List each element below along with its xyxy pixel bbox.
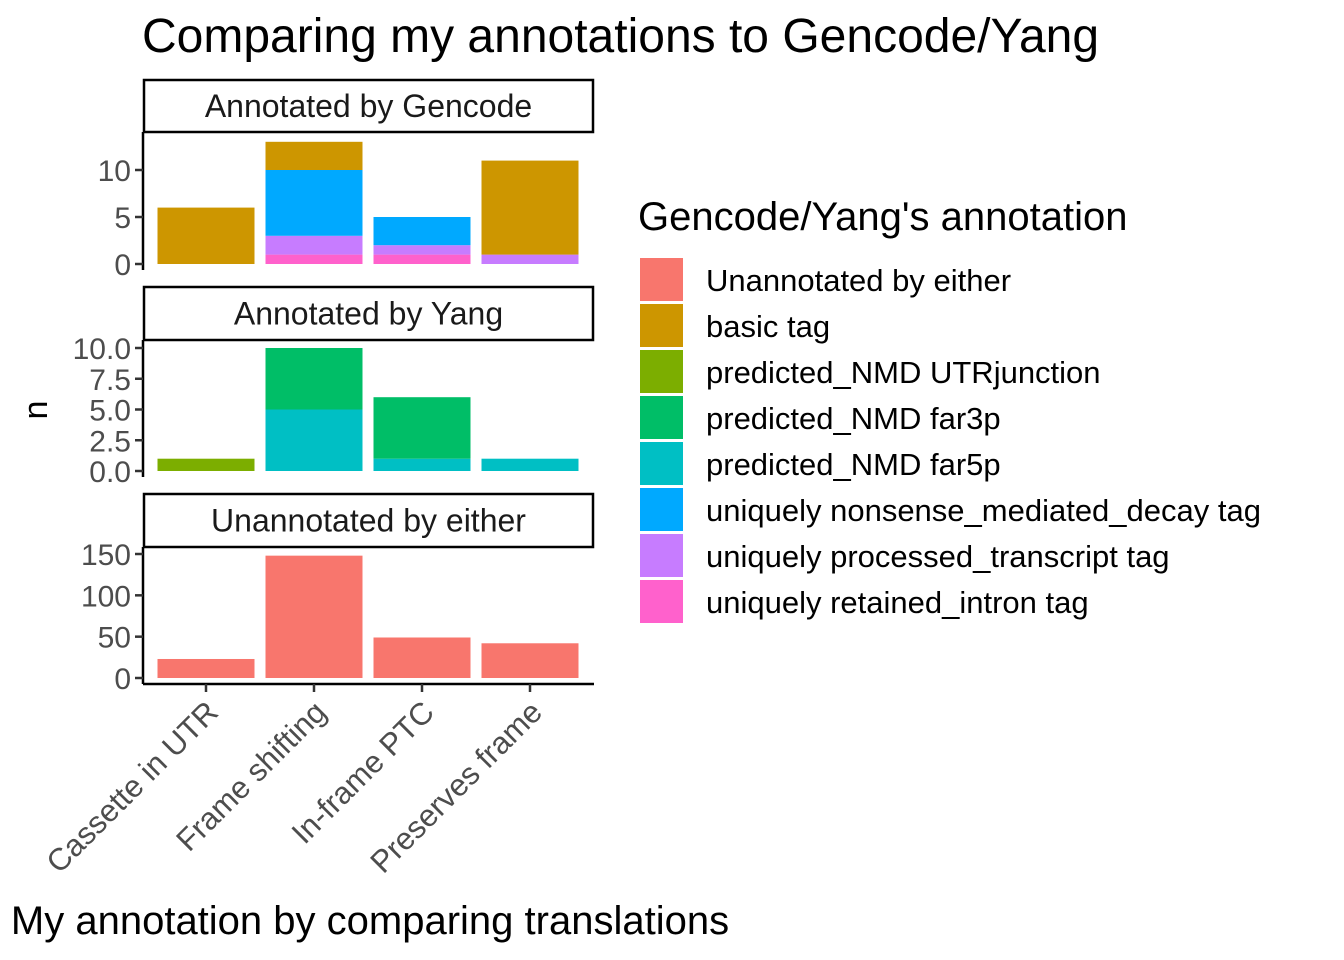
legend-label-predicted-nmd-utrjunction: predicted_NMD UTRjunction: [706, 355, 1101, 390]
legend: Gencode/Yang's annotation Unannotated by…: [638, 195, 1261, 623]
legend-swatch-unannotated-by-either: [640, 258, 683, 301]
legend-label-predicted-nmd-far5p: predicted_NMD far5p: [706, 447, 1001, 482]
bar-frame-shifting-uniquely-processed-transcript-tag: [265, 235, 363, 255]
y-tick-label: 7.5: [89, 364, 131, 397]
legend-swatch-predicted-nmd-utrjunction: [640, 350, 683, 393]
legend-swatch-uniquely-processed-transcript-tag: [640, 534, 683, 577]
legend-label-predicted-nmd-far3p: predicted_NMD far3p: [706, 401, 1001, 436]
y-tick-label: 150: [81, 539, 131, 572]
legend-items: Unannotated by either basic tag predicted_…: [640, 258, 1261, 623]
bar-in-frame-ptc-uniquely-retained-intron-tag: [373, 254, 471, 264]
y-tick-label: 5.0: [89, 395, 131, 428]
legend-swatch-predicted-nmd-far5p: [640, 442, 683, 485]
bar-in-frame-ptc-predicted-nmd-far3p: [373, 397, 471, 459]
bar-frame-shifting-predicted-nmd-far5p: [265, 409, 363, 471]
y-tick-label: 0: [114, 663, 131, 696]
y-tick-label: 50: [98, 622, 131, 655]
chart-title: Comparing my annotations to Gencode/Yang: [142, 10, 1099, 63]
bar-frame-shifting-uniquely-retained-intron-tag: [265, 254, 363, 264]
facet-panels: Annotated by Gencode 0 5 10 Annotated by Yan…: [73, 78, 595, 696]
bar-cassette-in-utr-predicted-nmd-utrjunction: [157, 458, 255, 471]
y-tick-label: 0: [114, 249, 131, 282]
legend-label-uniquely-retained-intron-tag: uniquely retained_intron tag: [706, 585, 1089, 620]
legend-label-unannotated-by-either: Unannotated by either: [706, 263, 1011, 298]
bar-in-frame-ptc-unannotated-by-either: [373, 637, 471, 678]
bar-frame-shifting-unannotated-by-either: [265, 555, 363, 678]
legend-swatch-predicted-nmd-far3p: [640, 396, 683, 439]
y-tick-label: 10: [98, 155, 131, 188]
facet-strip-label: Annotated by Yang: [234, 296, 503, 332]
legend-title: Gencode/Yang's annotation: [638, 195, 1128, 239]
x-axis-label: My annotation by comparing translations: [11, 899, 729, 943]
facet-strip-label: Annotated by Gencode: [205, 88, 532, 124]
bar-cassette-in-utr-basic-tag: [157, 207, 255, 264]
bar-in-frame-ptc-predicted-nmd-far5p: [373, 458, 471, 471]
bar-in-frame-ptc-uniquely-nonsense-mediated-decay-tag: [373, 217, 471, 246]
y-tick-label: 5: [114, 202, 131, 235]
facet-strip: [142, 78, 595, 134]
y-tick-label: 0.0: [89, 456, 131, 489]
legend-label-uniquely-nonsense-mediated-decay-tag: uniquely nonsense_mediated_decay tag: [706, 493, 1261, 528]
legend-swatch-uniquely-nonsense-mediated-decay-tag: [640, 488, 683, 531]
bar-frame-shifting-basic-tag: [265, 141, 363, 170]
y-axis-label: n: [17, 401, 55, 420]
legend-label-basic-tag: basic tag: [706, 309, 830, 344]
bar-preserves-frame-uniquely-processed-transcript-tag: [481, 254, 579, 264]
facet-strip: [142, 285, 595, 342]
bar-preserves-frame-basic-tag: [481, 160, 579, 255]
panel-annotated-by-gencode: Annotated by Gencode 0 5 10: [98, 78, 595, 282]
legend-swatch-uniquely-retained-intron-tag: [640, 580, 683, 623]
panel-annotated-by-yang: Annotated by Yang 0.02.55.07.510.0: [73, 285, 595, 489]
bar-preserves-frame-unannotated-by-either: [481, 643, 579, 678]
legend-label-uniquely-processed-transcript-tag: uniquely processed_transcript tag: [706, 539, 1170, 574]
bar-preserves-frame-predicted-nmd-far5p: [481, 458, 579, 471]
bar-frame-shifting-predicted-nmd-far3p: [265, 348, 363, 410]
y-tick-label: 2.5: [89, 425, 131, 458]
bar-in-frame-ptc-uniquely-processed-transcript-tag: [373, 245, 471, 255]
legend-swatch-basic-tag: [640, 304, 683, 347]
bar-frame-shifting-uniquely-nonsense-mediated-decay-tag: [265, 170, 363, 236]
y-tick-label: 100: [81, 580, 131, 613]
facet-strip: [142, 492, 595, 549]
bar-cassette-in-utr-unannotated-by-either: [157, 658, 255, 678]
facet-strip-label: Unannotated by either: [211, 503, 526, 539]
panel-unannotated-by-either: Unannotated by either 0 50 100 150: [81, 492, 595, 696]
y-tick-label: 10.0: [73, 333, 131, 366]
